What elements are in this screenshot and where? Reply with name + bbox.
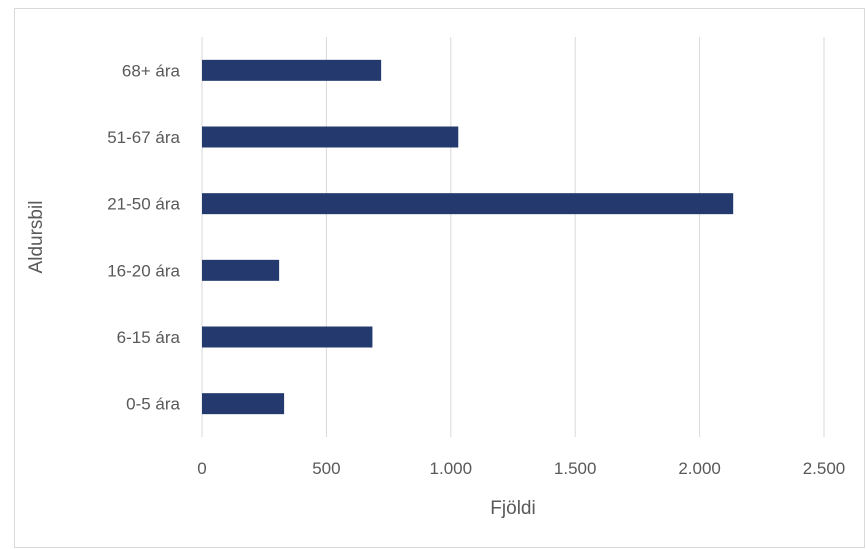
bar-5 [202,59,382,81]
x-tick-label: 1.500 [554,459,597,478]
bar-2 [202,259,280,281]
y-tick-label: 51-67 ára [107,128,180,147]
x-tick-label: 0 [197,459,206,478]
y-tick-label: 16-20 ára [107,261,180,280]
y-tick-label: 6-15 ára [117,328,181,347]
x-tick-labels: 0 500 1.000 1.500 2.000 2.500 [197,459,845,478]
y-tick-label: 68+ ára [122,61,181,80]
chart-frame [14,8,865,548]
bar-1 [202,326,373,348]
bar-0 [202,393,285,415]
bar-3 [202,193,734,215]
x-tick-label: 2.500 [803,459,846,478]
y-tick-labels: 0-5 ára 6-15 ára 16-20 ára 21-50 ára 51-67 á… [107,61,180,413]
y-tick-label: 0-5 ára [126,395,180,414]
bar-4 [202,126,459,148]
x-axis-title: Fjöldi [490,498,535,519]
x-tick-label: 500 [312,459,340,478]
x-tick-label: 2.000 [678,459,721,478]
y-axis-title: Aldursbil [26,201,47,274]
gridlines [201,37,825,437]
x-tick-label: 1.000 [430,459,473,478]
bars [202,59,734,415]
y-tick-label: 21-50 ára [107,195,180,214]
